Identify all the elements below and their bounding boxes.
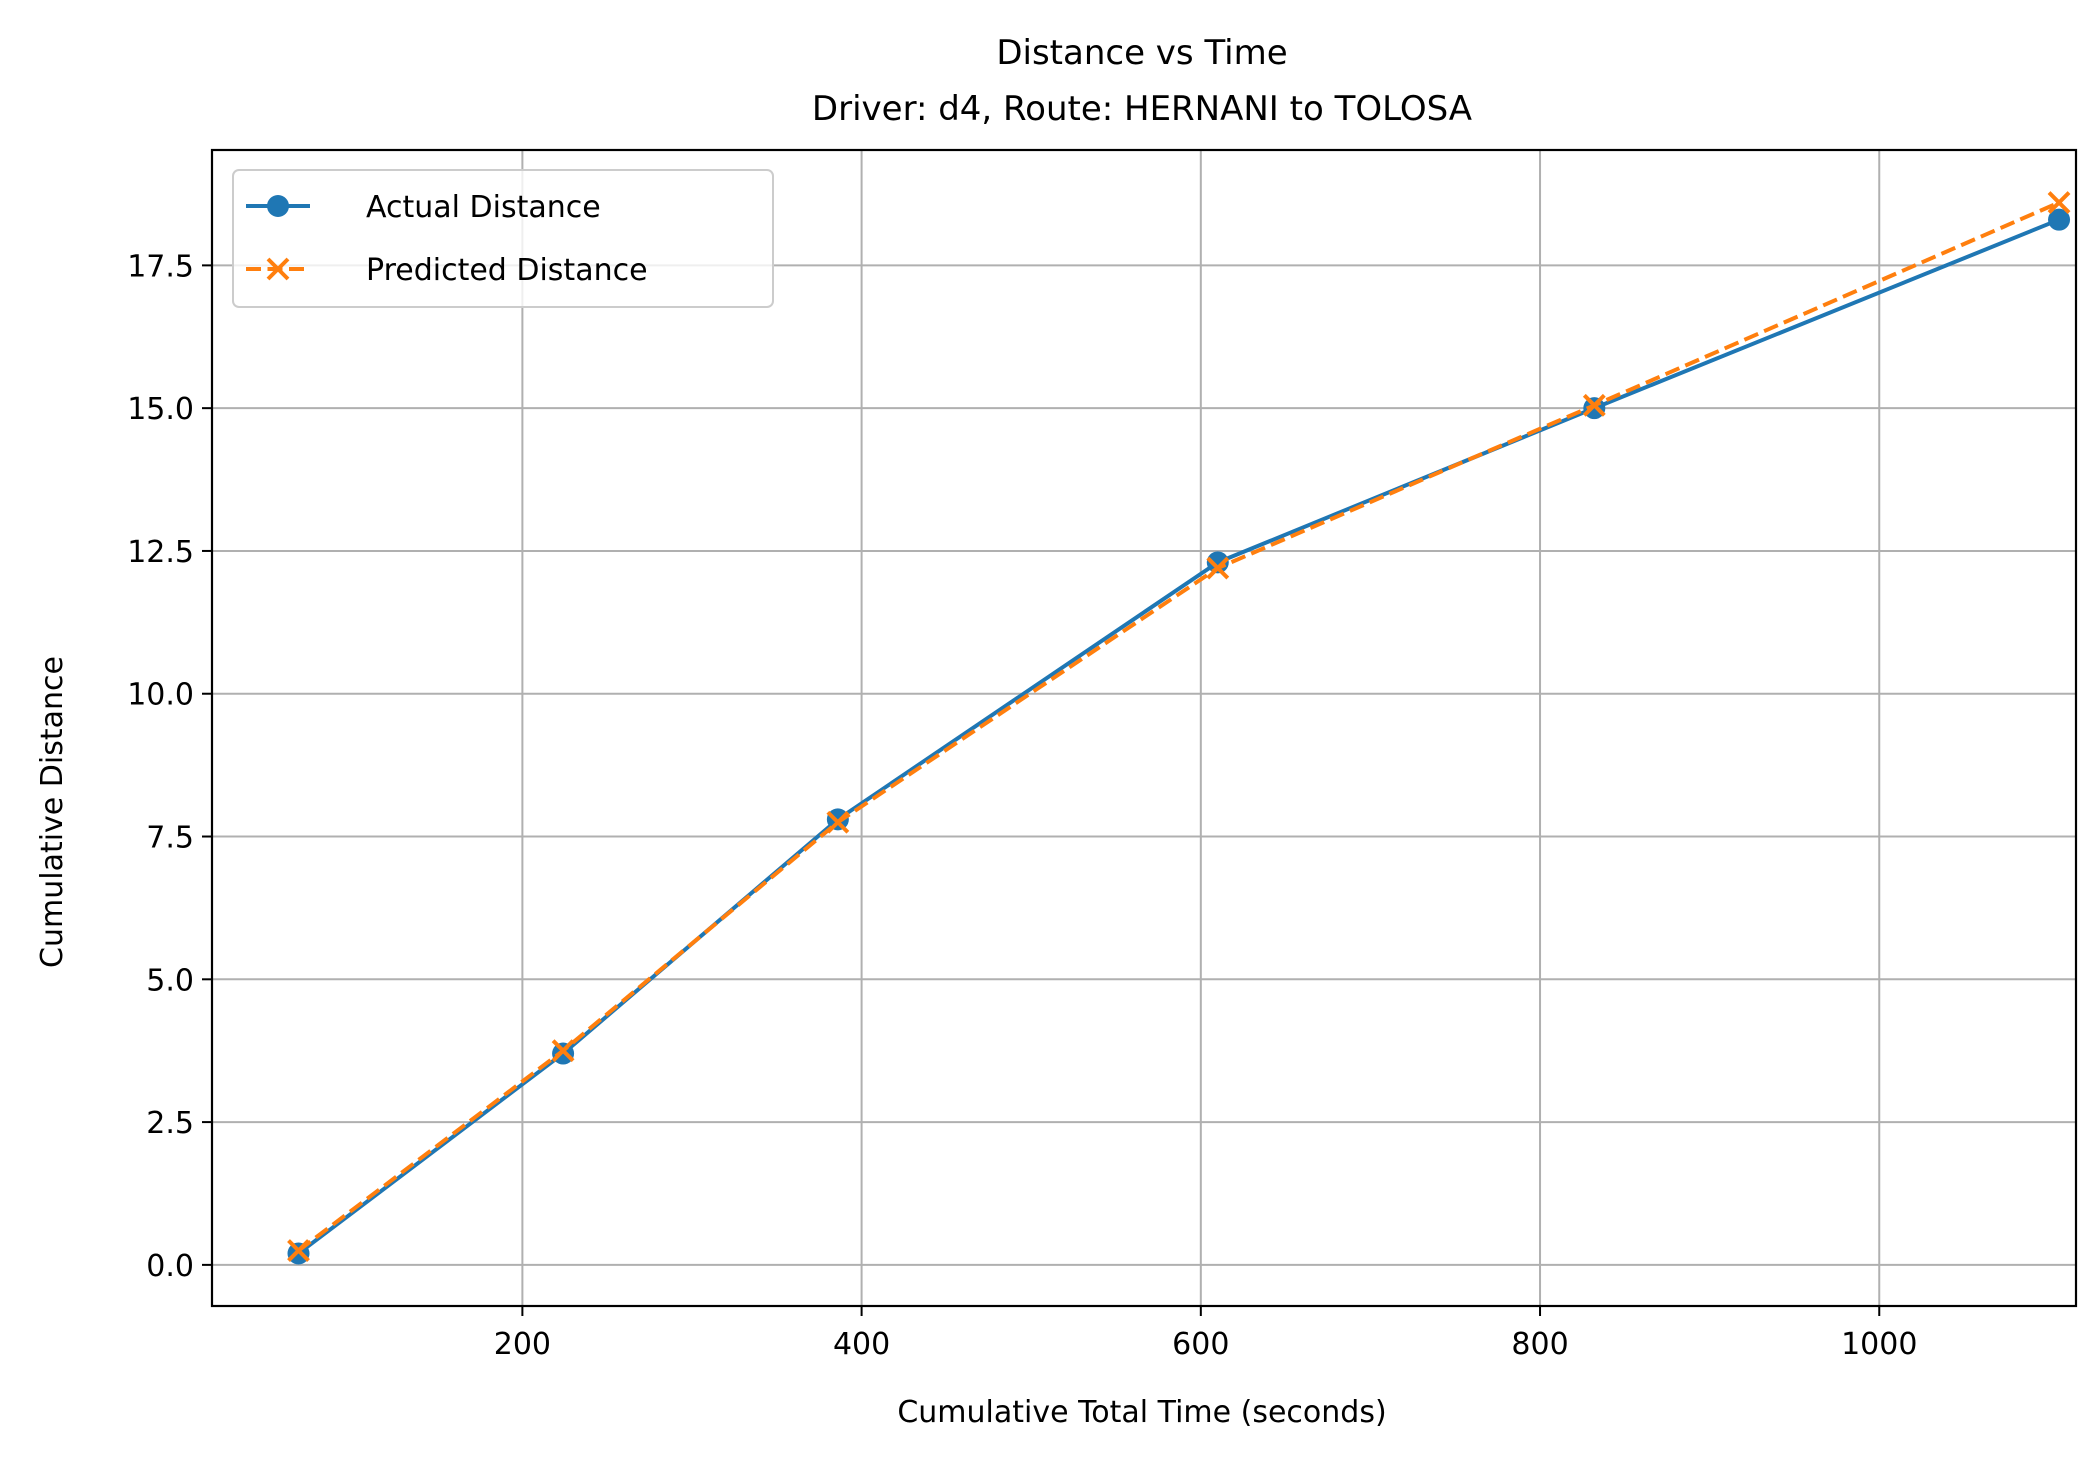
legend-entry-actual: Actual Distance	[246, 190, 601, 225]
legend: Actual Distance Predicted Distance	[232, 169, 774, 308]
grid	[212, 150, 2076, 1306]
y-tick-label: 0.0	[146, 1249, 194, 1284]
x-tick-label: 600	[1172, 1327, 1229, 1362]
data-point-predicted	[826, 810, 850, 834]
legend-box	[232, 169, 774, 308]
y-tick-label: 2.5	[146, 1106, 194, 1141]
data-point-predicted	[551, 1039, 575, 1063]
data-point-actual	[2048, 208, 2071, 231]
x-tick-label: 200	[494, 1327, 551, 1362]
x-tick-label: 400	[833, 1327, 890, 1362]
y-tick-label: 5.0	[146, 963, 194, 998]
y-axis-label: Cumulative Distance	[35, 656, 70, 968]
series-line-actual	[297, 217, 2060, 1256]
legend-label-actual: Actual Distance	[366, 190, 601, 225]
data-point-predicted	[1582, 393, 1606, 417]
x-tick-label: 1000	[1841, 1327, 1917, 1362]
legend-marker-actual	[267, 195, 289, 217]
y-tick-label: 7.5	[146, 821, 194, 856]
data-point-predicted	[287, 1239, 310, 1263]
data-point-predicted	[1206, 556, 1230, 580]
legend-label-predicted: Predicted Distance	[366, 253, 648, 288]
y-tick-label: 17.5	[127, 249, 194, 284]
axis-ticks: 200 400 600 800 1000 0.0 2.5 5.0 7.5 10.0 12.5 15.0…	[127, 249, 1917, 1362]
data-point-actual	[552, 1042, 575, 1065]
plot-frame	[210, 148, 2078, 1308]
y-tick-label: 12.5	[127, 535, 194, 570]
legend-marker-predicted	[266, 257, 290, 281]
chart-title: Distance vs Time	[996, 33, 1287, 73]
data-point-actual	[826, 808, 849, 831]
y-tick-label: 15.0	[127, 392, 194, 427]
series-layer	[287, 191, 2071, 1265]
y-tick-label: 10.0	[127, 678, 194, 713]
series-line-predicted	[297, 200, 2060, 1253]
legend-entry-predicted: Predicted Distance	[246, 253, 648, 288]
data-point-predicted	[2047, 191, 2071, 214]
x-axis-label: Cumulative Total Time (seconds)	[897, 1395, 1386, 1430]
chart-subtitle: Driver: d4, Route: HERNANI to TOLOSA	[812, 89, 1472, 129]
x-tick-label: 800	[1511, 1327, 1568, 1362]
